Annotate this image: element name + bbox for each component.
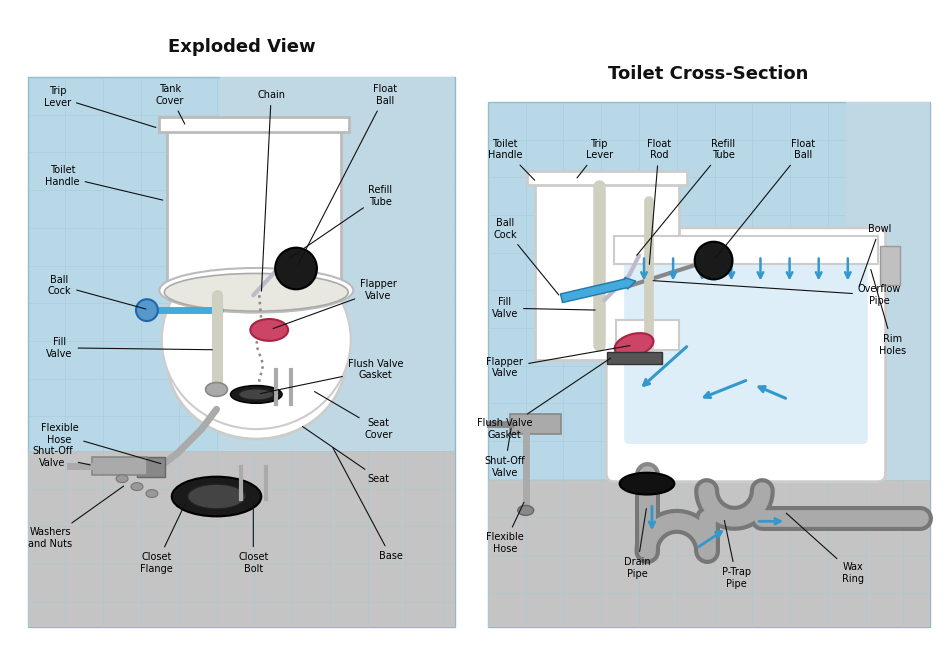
Bar (607, 352, 662, 363)
Text: Ball
Cock: Ball Cock (48, 274, 146, 309)
Text: Drain
Pipe: Drain Pipe (624, 508, 651, 578)
Ellipse shape (615, 333, 654, 357)
FancyBboxPatch shape (606, 228, 885, 482)
Bar (615, 236, 878, 263)
Bar (159, 117, 349, 132)
FancyBboxPatch shape (624, 255, 867, 444)
Bar (167, 129, 341, 295)
Text: Closet
Flange: Closet Flange (141, 504, 185, 574)
Text: Washers
and Nuts: Washers and Nuts (28, 486, 124, 549)
Text: Flexible
Hose: Flexible Hose (486, 502, 524, 554)
Text: Flapper
Valve: Flapper Valve (486, 346, 630, 378)
Text: Refill
Tube: Refill Tube (290, 185, 392, 258)
Text: Toilet
Handle: Toilet Handle (487, 138, 535, 180)
Ellipse shape (167, 280, 346, 439)
Ellipse shape (162, 251, 351, 429)
Bar (28, 77, 455, 627)
FancyArrow shape (560, 278, 636, 303)
Bar (488, 102, 930, 627)
Text: Closet
Bolt: Closet Bolt (238, 502, 269, 574)
Text: Seat: Seat (302, 426, 390, 484)
Bar (92, 457, 147, 474)
Ellipse shape (172, 476, 261, 516)
Text: Rim
Holes: Rim Holes (871, 270, 906, 356)
Text: Shut-Off
Valve: Shut-Off Valve (484, 428, 525, 478)
Ellipse shape (146, 489, 158, 497)
Text: Flexible
Hose: Flexible Hose (41, 423, 161, 463)
Text: Chain: Chain (257, 90, 285, 291)
Bar (28, 451, 455, 627)
Ellipse shape (116, 474, 128, 483)
Bar (219, 77, 454, 451)
Bar (537, 185, 676, 344)
Text: Ball
Cock: Ball Cock (493, 218, 559, 295)
Text: Fill
Valve: Fill Valve (47, 337, 213, 359)
Text: Float
Ball: Float Ball (298, 84, 398, 265)
Text: P-Trap
Pipe: P-Trap Pipe (722, 521, 751, 589)
Bar (880, 246, 900, 285)
Text: Seat
Cover: Seat Cover (314, 391, 392, 440)
Text: Bowl: Bowl (859, 224, 891, 287)
Ellipse shape (188, 484, 245, 509)
Text: Flapper
Valve: Flapper Valve (274, 280, 397, 328)
Bar (510, 414, 561, 434)
Bar (526, 172, 687, 185)
Bar (488, 480, 930, 627)
Text: Float
Ball: Float Ball (716, 138, 815, 257)
Text: Toilet
Handle: Toilet Handle (46, 166, 162, 200)
Ellipse shape (131, 483, 142, 491)
Bar (535, 183, 679, 359)
Text: Fill
Valve: Fill Valve (492, 297, 595, 319)
Ellipse shape (160, 268, 353, 313)
Text: Trip
Lever: Trip Lever (577, 138, 613, 178)
Text: Overflow
Pipe: Overflow Pipe (654, 281, 902, 306)
Text: Shut-Off
Valve: Shut-Off Valve (32, 446, 90, 467)
Ellipse shape (205, 382, 227, 396)
Ellipse shape (619, 473, 674, 495)
Text: Flush Valve
Gasket: Flush Valve Gasket (260, 359, 404, 393)
Bar (137, 457, 164, 476)
Bar (846, 102, 930, 480)
Ellipse shape (231, 385, 282, 403)
Text: Exploded View: Exploded View (167, 38, 315, 57)
Text: Refill
Tube: Refill Tube (636, 138, 735, 255)
Text: Float
Rod: Float Rod (647, 138, 671, 265)
Text: Flush Valve
Gasket: Flush Valve Gasket (477, 358, 611, 440)
Ellipse shape (694, 242, 732, 280)
Bar (617, 320, 679, 350)
Text: Toilet Cross-Section: Toilet Cross-Section (608, 65, 808, 83)
Ellipse shape (136, 299, 158, 321)
Text: Tank
Cover: Tank Cover (156, 84, 185, 124)
Text: Wax
Ring: Wax Ring (787, 514, 864, 584)
Text: Trip
Lever: Trip Lever (44, 86, 156, 127)
Ellipse shape (518, 506, 534, 515)
Text: Base: Base (332, 448, 403, 561)
Ellipse shape (276, 248, 317, 289)
Ellipse shape (164, 274, 349, 311)
Ellipse shape (238, 389, 274, 400)
Ellipse shape (250, 319, 288, 341)
